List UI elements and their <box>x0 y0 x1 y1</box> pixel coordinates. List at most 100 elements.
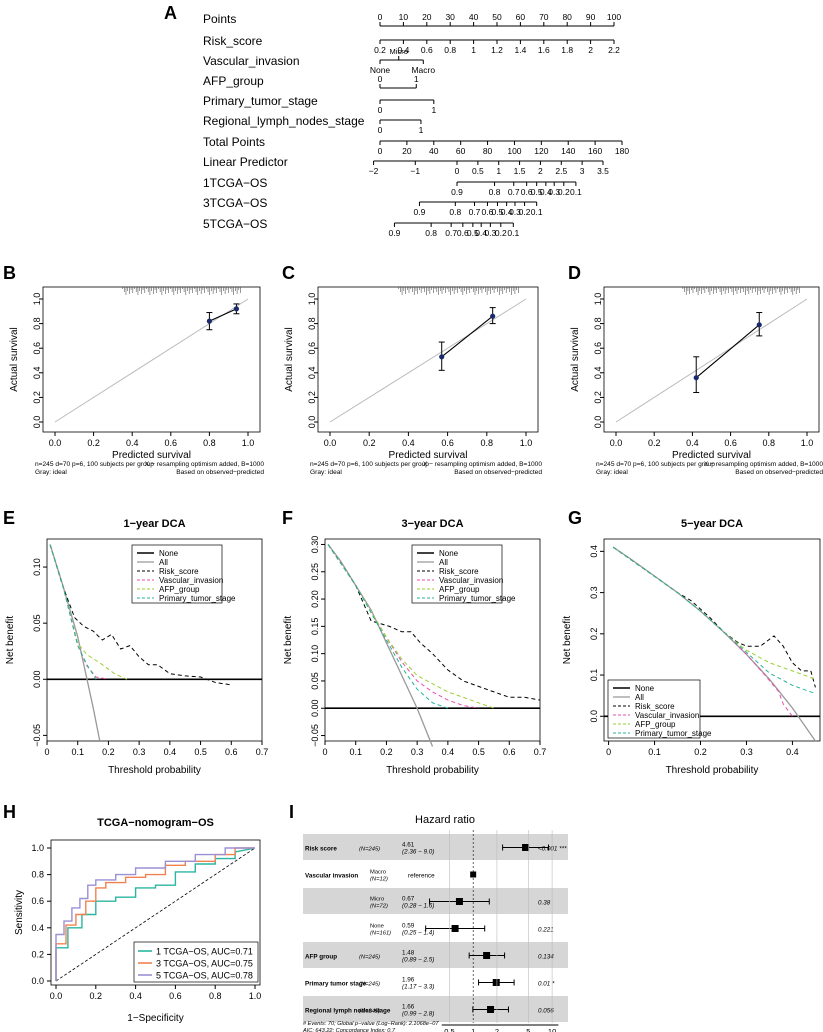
panel-label-d: D <box>568 263 581 283</box>
nomogram-row-label: 5TCGA−OS <box>203 217 267 231</box>
row-variable: Risk score <box>305 846 337 853</box>
x-axis-label: Threshold probability <box>386 765 479 776</box>
x-tick-label: 0.8 <box>763 438 776 448</box>
nomogram-tick-label: 90 <box>586 12 596 22</box>
panel-label-e: E <box>3 508 15 528</box>
row-hr: 1.96 <box>402 977 415 984</box>
row-p: 0.221 <box>538 927 554 934</box>
row-hr: 4.61 <box>402 842 415 849</box>
footer-note: Based on observed−predicted <box>176 469 264 476</box>
x-tick-label: 0.1 <box>349 747 362 757</box>
calibration-line <box>695 324 760 379</box>
row-n: (N=245) <box>359 982 380 988</box>
legend-entry: Primary_tumor_stage <box>159 594 236 603</box>
legend-entry: Risk_score <box>159 567 199 576</box>
row-variable: Primary tumor stage <box>305 981 367 988</box>
y-axis-label: Net benefit <box>283 616 294 665</box>
hr-estimate <box>451 925 459 932</box>
legend-entry: 5 TCGA−OS, AUC=0.78 <box>156 971 253 981</box>
series-line <box>612 546 816 695</box>
nomogram-tick-label: 0.9 <box>451 187 463 197</box>
dca-panel-f: 3−year DCA 0 0.1 0.2 0.3 0.4 0.5 0.6 0.7 −0.05 0.0… <box>283 518 546 776</box>
x-tick-label: 0.4 <box>129 991 142 1001</box>
row-p: 0.056 <box>538 1008 554 1015</box>
nomogram-tick-label: 0.6 <box>482 207 494 217</box>
y-tick-label: 0.4 <box>593 367 603 380</box>
calibration-panel-d: 0.0 0.2 0.4 0.6 0.8 1.0 0.0 0.2 0.4 0.6 0.8 1.0 Pred… <box>570 286 823 476</box>
nomogram-row-label: 3TCGA−OS <box>203 196 267 210</box>
x-tick-label: 0.2 <box>102 747 115 757</box>
roc-curve <box>55 847 256 981</box>
row-hr: reference <box>408 873 435 880</box>
x-tick-label: 0.4 <box>164 747 177 757</box>
nomogram-tick-label: 1.5 <box>514 166 526 176</box>
y-tick-label: 0.2 <box>307 391 317 404</box>
x-axis-label: Predicted survival <box>112 450 191 461</box>
nomogram-tick-label: −2 <box>369 166 379 176</box>
series-line <box>327 544 479 709</box>
y-tick-label: 0.05 <box>32 614 42 632</box>
nomogram-tick-label: 50 <box>492 12 502 22</box>
row-ci: (2.36 − 9.0) <box>402 849 434 856</box>
legend-box <box>133 941 259 983</box>
y-tick-label: 0.3 <box>589 586 599 599</box>
legend-entry: None <box>635 684 655 693</box>
nomogram-row-label: Primary_tumor_stage <box>203 94 318 108</box>
nomogram-tick-label: 1.8 <box>561 45 573 55</box>
y-tick-label: 0.10 <box>32 558 42 576</box>
y-tick-label: 0.2 <box>593 391 603 404</box>
nomogram-tick-label: 0.3 <box>484 228 496 238</box>
calibration-point <box>490 313 496 319</box>
row-hr: 0.59 <box>402 923 415 930</box>
nomogram-tick-label: 0.7 <box>469 207 481 217</box>
nomogram-tick-label: 1.4 <box>514 45 526 55</box>
y-tick-label: 0.8 <box>31 870 44 880</box>
x-axis-label: Threshold probability <box>666 765 759 776</box>
nomogram-row-label: Linear Predictor <box>203 155 288 169</box>
ideal-line <box>329 298 527 423</box>
plot-frame <box>50 839 261 986</box>
x-tick-label: 0.3 <box>133 747 146 757</box>
forest-panel-i: Hazard ratio Risk score (N=245) 4.61(2.36 −… <box>302 814 568 1032</box>
series-line <box>327 544 495 709</box>
nomogram-tick-label: Micro <box>390 47 408 56</box>
nomogram-tick-label: 0.6 <box>457 228 469 238</box>
x-tick-label: 0.2 <box>694 747 707 757</box>
y-tick-label: 0.6 <box>307 342 317 355</box>
nomogram-tick-label: 0.1 <box>570 187 582 197</box>
nomogram-tick-label: 0 <box>378 125 383 135</box>
row-n: (N=245) <box>359 955 380 961</box>
nomogram-row-label: 1TCGA−OS <box>203 176 267 190</box>
legend-entry: Primary_tumor_stage <box>635 729 712 738</box>
row-level: Micro <box>370 897 384 903</box>
nomogram-tick-label: 0 <box>378 74 383 84</box>
row-n: (N=245) <box>359 847 380 853</box>
hr-estimate <box>487 1006 495 1013</box>
nomogram-tick-label: 0 <box>378 105 383 115</box>
calibration-panel-b: 0.0 0.2 0.4 0.6 0.8 1.0 0.0 0.2 0.4 0.6 0.8 1.0 Pred… <box>9 286 264 476</box>
nomogram-tick-label: 2 <box>538 166 543 176</box>
chart-title: 3−year DCA <box>401 518 463 530</box>
x-tick-label: 0.4 <box>442 747 455 757</box>
y-tick-label: −0.05 <box>310 724 320 747</box>
series-line <box>49 544 101 742</box>
nomogram-row-label: Regional_lymph_nodes_stage <box>203 114 365 128</box>
x-tick-label: 0.0 <box>49 438 62 448</box>
hr-estimate <box>522 844 530 851</box>
legend-entry: All <box>635 693 644 702</box>
footer-note: n=245 d=70 p=6, 100 subjects per group <box>596 461 715 468</box>
footer-note: X − resampling optimism added, B=1000 <box>145 461 264 468</box>
row-shade <box>303 942 568 968</box>
x-tick-label: 0.1 <box>648 747 661 757</box>
legend-entry: All <box>439 558 448 567</box>
nomogram-tick-label: 0.5 <box>531 187 543 197</box>
panel-label-i: I <box>289 802 294 822</box>
y-tick-label: 0.4 <box>32 367 42 380</box>
row-p: <0.001 *** <box>538 846 567 853</box>
panel-label-f: F <box>282 508 293 528</box>
nomogram-tick-label: Macro <box>411 65 435 75</box>
nomogram-tick-label: 0.8 <box>489 187 501 197</box>
nomogram-tick-label: 1 <box>496 166 501 176</box>
footer-note: X − resampling optimism added, B=1000 <box>704 461 823 468</box>
nomogram-row-label: Points <box>203 12 236 26</box>
